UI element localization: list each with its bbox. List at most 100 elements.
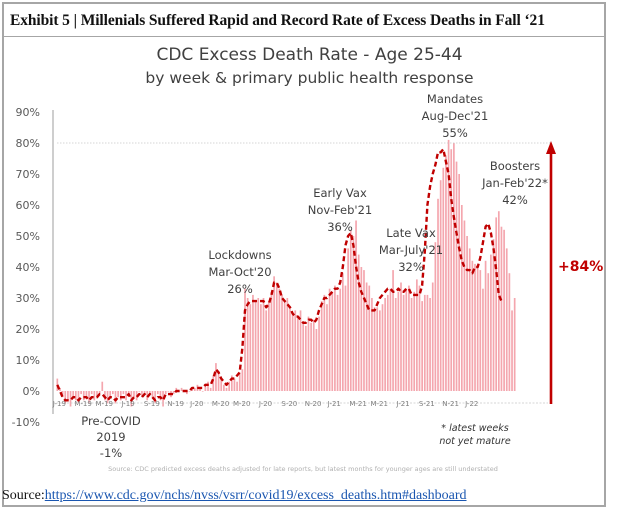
bar (67, 391, 69, 401)
bar (476, 267, 479, 391)
bar (93, 391, 96, 401)
bar (175, 387, 178, 391)
x-tick-label: J-19 (52, 400, 66, 408)
source-link[interactable]: https://www.cdc.gov/nchs/nvss/vsrr/covid… (44, 488, 467, 503)
bar (64, 391, 67, 404)
bar (410, 298, 413, 391)
bar (416, 279, 418, 391)
bar (223, 384, 225, 391)
y-tick-label: -10% (12, 416, 40, 429)
bar (418, 285, 421, 391)
bar (326, 304, 328, 391)
x-tick-label: M-21 (370, 400, 387, 408)
bar (397, 291, 400, 391)
bar (59, 387, 61, 391)
bar (188, 391, 191, 392)
bar (453, 143, 455, 391)
annotation-period: Nov-Feb'21 (308, 203, 372, 217)
bar (379, 310, 381, 391)
y-tick-label: 80% (16, 137, 40, 150)
bar (275, 282, 278, 391)
bar (389, 288, 392, 391)
bar (80, 391, 82, 395)
bar (244, 288, 246, 391)
bar (291, 313, 294, 391)
bar (495, 217, 498, 391)
bar (500, 226, 503, 391)
annotation-value: 36% (327, 220, 353, 234)
bar (466, 236, 468, 391)
annotation-mar-oct-20: Lockdowns Mar-Oct'20 26% (208, 248, 271, 296)
bar (482, 288, 484, 391)
bar (508, 273, 511, 391)
bar (394, 298, 397, 391)
bar (236, 381, 238, 391)
bar (281, 294, 283, 391)
bar (267, 301, 270, 391)
bar (167, 391, 170, 392)
bar (289, 307, 291, 391)
annotation-period: Jan-Feb'22* (481, 176, 548, 190)
bar (376, 307, 379, 391)
bar (164, 391, 167, 395)
y-tick-label: 30% (16, 292, 40, 305)
annotation-mar-july-21: Late Vax Mar-July'21 32% (379, 226, 443, 274)
trend-dashed-line (56, 148, 503, 402)
chart-subtitle: by week & primary public health response (145, 69, 474, 87)
annotation-period: Mar-Oct'20 (208, 265, 271, 279)
bar (265, 310, 268, 391)
bar (154, 391, 156, 404)
maturity-note: * latest weeks not yet mature (420, 422, 530, 448)
bar (111, 391, 114, 395)
bar (138, 391, 141, 392)
bar (373, 307, 376, 391)
bar (257, 298, 260, 391)
annotation-jan-feb-22: Boosters Jan-Feb'22* 42% (481, 159, 548, 207)
bar (315, 329, 318, 391)
y-tick-label: 40% (16, 261, 40, 274)
bar (468, 248, 471, 391)
bar (98, 391, 101, 395)
bar (363, 270, 365, 391)
bar (328, 288, 331, 391)
bar (474, 263, 476, 391)
bar (262, 298, 265, 391)
bar (405, 288, 408, 391)
bar (513, 298, 516, 391)
bar (458, 174, 460, 391)
bar (215, 363, 217, 391)
annotations: Pre-COVID 2019 -1% Lockdowns Mar-Oct'20 26% Ea… (81, 92, 548, 460)
change-arrow: +84% (546, 141, 603, 404)
note-line: not yet mature (439, 436, 511, 447)
bar (336, 294, 339, 391)
bar (201, 391, 204, 392)
annotation-value: 32% (398, 260, 424, 274)
bar (392, 270, 394, 391)
bar (143, 391, 146, 395)
bar (357, 254, 360, 391)
change-callout: +84% (558, 259, 603, 275)
x-tick-label: S-20 (281, 400, 297, 408)
bar (339, 288, 342, 391)
bar (445, 155, 447, 391)
bar (413, 291, 416, 391)
bar (72, 391, 75, 398)
bar (225, 387, 228, 391)
annotation-label: Boosters (490, 159, 540, 173)
x-tick-label: S-21 (419, 400, 435, 408)
x-tick-label: J-20 (258, 400, 272, 408)
bar (320, 301, 323, 391)
bar (283, 301, 286, 391)
x-tick-label: J-22 (464, 400, 478, 408)
annotation-2019: Pre-COVID 2019 -1% (81, 414, 141, 460)
bar (199, 387, 201, 391)
bar (119, 391, 122, 401)
bar (88, 391, 90, 404)
bar (90, 391, 93, 395)
bar (471, 260, 474, 391)
bar-series (56, 139, 516, 407)
bar (463, 220, 466, 391)
x-tick-label: N-21 (442, 400, 459, 408)
bar (85, 391, 88, 398)
